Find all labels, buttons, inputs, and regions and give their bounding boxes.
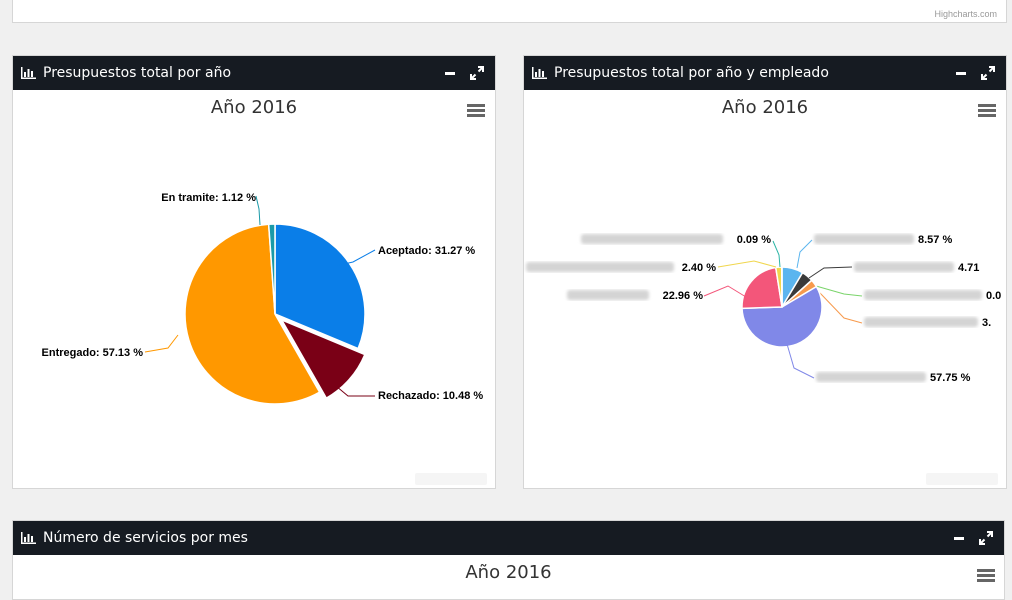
slice-label-cristina-repulles: 8.57 % xyxy=(918,234,952,246)
redacted-name xyxy=(567,290,649,300)
widget-header: Número de servicios por mes xyxy=(13,521,1004,555)
connector-line xyxy=(256,196,260,225)
slice-label-entregado: Entregado: 57.13 % xyxy=(42,347,144,359)
redacted-name xyxy=(814,234,914,244)
redacted-name xyxy=(816,372,926,382)
slice-label-olga-siguenza: 22.96 % xyxy=(663,290,704,302)
redacted-name xyxy=(864,317,978,327)
connector-line xyxy=(809,267,852,278)
highcharts-credit[interactable]: Highcharts.com xyxy=(934,9,997,19)
connector-line xyxy=(704,286,746,297)
pie-chart-empleado: 8.57 % 4.71 0.0 3. 57.75 % 22.96 % 2.40 % 0.09 … xyxy=(524,56,1006,488)
connector-line xyxy=(820,293,862,323)
pie-chart-estado: Aceptado: 31.27 % Rechazado: 10.48 % Entre… xyxy=(13,56,497,490)
redacted-name xyxy=(526,262,674,272)
minimize-button[interactable] xyxy=(954,537,964,540)
top-chart-panel: Highcharts.com xyxy=(12,0,1007,23)
slice-label-ant-ncares-martinez: 2.40 % xyxy=(682,262,716,274)
widget-servicios-mes: Número de servicios por mes Año 2016 xyxy=(12,520,1005,600)
redacted-name xyxy=(581,234,723,244)
slice-label-susana-siguenza-martinez: 0.09 % xyxy=(737,234,771,246)
widget-title: Número de servicios por mes xyxy=(43,530,248,546)
expand-icon[interactable] xyxy=(979,531,993,545)
bar-chart-icon xyxy=(21,532,36,544)
highcharts-credit[interactable] xyxy=(415,473,487,485)
slice-label-en-tramite: En tramite: 1.12 % xyxy=(161,192,256,204)
slice-label-correa-siguenza-candel: 4.71 xyxy=(958,262,979,274)
slice-label-rechazado: Rechazado: 10.48 % xyxy=(378,390,483,402)
connector-line xyxy=(718,261,776,267)
highcharts-credit[interactable] xyxy=(926,473,998,485)
widget-presupuestos-anual: Presupuestos total por año Año 2016 Acep… xyxy=(12,55,496,489)
connector-line xyxy=(787,344,814,378)
redacted-name xyxy=(854,262,954,272)
connector-line xyxy=(145,335,178,352)
widget-presupuestos-empleado: Presupuestos total por año y empleado Añ… xyxy=(523,55,1007,489)
connector-line xyxy=(797,240,812,268)
slice-label-jose-maria-rebollo-arroyo: 3. xyxy=(982,317,991,329)
redacted-name xyxy=(864,290,982,300)
connector-line xyxy=(773,241,780,267)
slice-label-aceptado: Aceptado: 31.27 % xyxy=(378,245,475,257)
chart-menu-button[interactable] xyxy=(977,569,995,583)
chart-title: Año 2016 xyxy=(13,562,1004,583)
slice-label-m-carmen-mesa-soriano: 57.75 % xyxy=(930,372,971,384)
slice-label-jose-manuel-siguenza: 0.0 xyxy=(986,290,1001,302)
connector-line xyxy=(816,286,862,296)
